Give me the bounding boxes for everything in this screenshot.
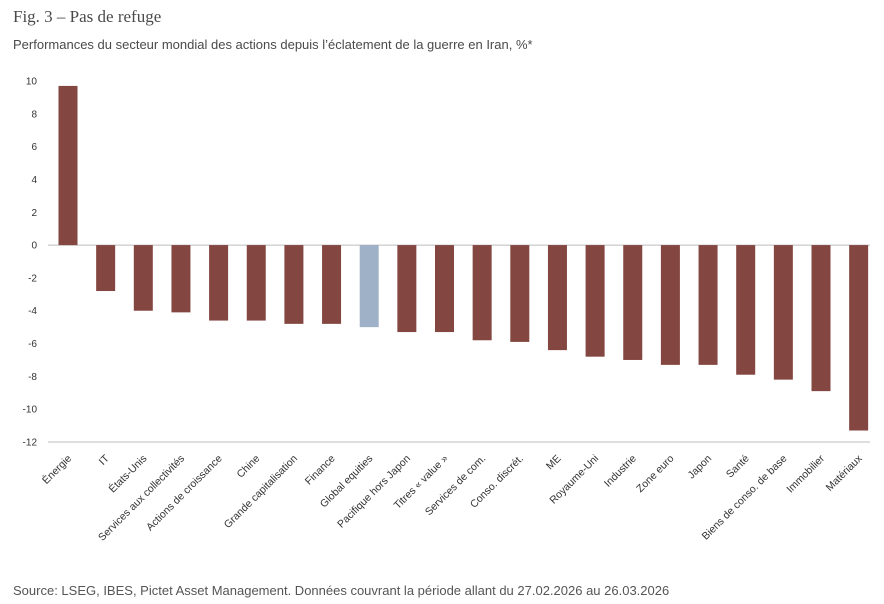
x-tick-label: Pacifique hors Japon: [335, 453, 413, 531]
y-tick-label: -8: [28, 372, 37, 383]
y-axis: 10 8 6 4 2 0 -2 -4 -6 -8 -10 -12: [23, 77, 38, 449]
bar-1: [58, 85, 78, 246]
bar-17: [660, 245, 680, 365]
x-tick-label: Industrie: [602, 453, 639, 490]
x-tick-label: Actions de croissance: [144, 453, 225, 534]
bar-21: [811, 245, 831, 392]
y-tick-label: -6: [28, 339, 37, 350]
y-tick-label: -2: [28, 273, 37, 284]
y-tick-label: -10: [23, 405, 38, 416]
bar-19: [736, 245, 756, 375]
bar-3: [133, 245, 153, 311]
x-tick-label: Finance: [303, 453, 338, 488]
y-tick-label: 8: [31, 109, 37, 120]
bar-14: [547, 245, 567, 351]
bar-7: [284, 245, 304, 324]
x-tick-label: Immobilier: [784, 452, 827, 495]
bar-2: [96, 245, 116, 292]
chart-subtitle: Performances du secteur mondial des acti…: [13, 37, 533, 52]
x-tick-label: Zone euro: [634, 453, 676, 495]
x-tick-label: Chine: [234, 453, 262, 481]
x-tick-label: Grande capitalisation: [222, 453, 300, 531]
y-tick-label: -4: [28, 306, 37, 317]
bar-20: [773, 245, 793, 380]
y-tick-label: 6: [31, 142, 37, 153]
bars-group: [58, 85, 869, 431]
x-tick-label: Énergie: [39, 452, 74, 487]
y-tick-label: 4: [31, 175, 37, 186]
x-tick-label: ME: [544, 453, 564, 473]
y-tick-label: 10: [26, 77, 38, 88]
x-tick-label: Matériaux: [824, 452, 866, 494]
bar-8: [322, 245, 342, 324]
bar-10: [397, 245, 417, 333]
bar-9: [359, 245, 379, 328]
bar-13: [510, 245, 530, 342]
bar-4: [171, 245, 191, 313]
x-tick-label: Santé: [724, 453, 752, 481]
x-tick-label: IT: [97, 452, 112, 467]
figure-title: Fig. 3 – Pas de refuge: [13, 7, 162, 26]
bar-12: [472, 245, 492, 341]
bar-15: [585, 245, 605, 357]
y-tick-label: -12: [23, 438, 38, 449]
y-tick-label: 2: [31, 208, 37, 219]
bar-18: [698, 245, 718, 365]
x-tick-label: Japon: [685, 453, 714, 482]
source-note: Source: LSEG, IBES, Pictet Asset Managem…: [13, 583, 670, 598]
y-tick-label: 0: [31, 241, 37, 252]
bar-16: [623, 245, 643, 360]
bar-22: [849, 245, 869, 431]
bar-5: [209, 245, 229, 321]
bar-6: [246, 245, 266, 321]
bar-11: [435, 245, 454, 333]
